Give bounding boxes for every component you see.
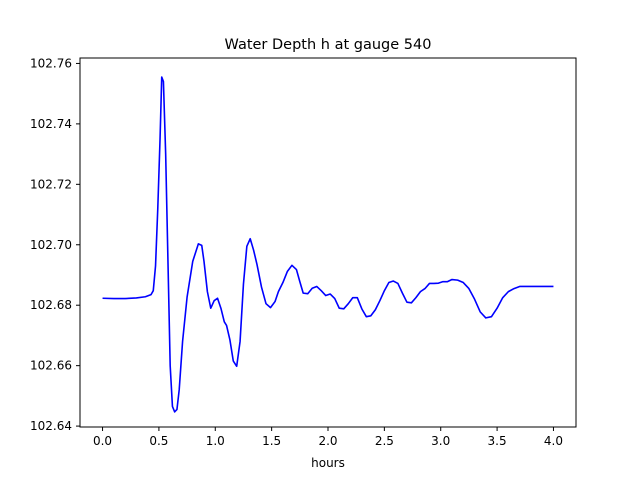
- x-tick-label: 2.0: [318, 434, 337, 448]
- x-tick-label: 1.5: [262, 434, 281, 448]
- y-tick-label: 102.68: [30, 298, 72, 312]
- y-tick-label: 102.66: [30, 359, 72, 373]
- chart-title: Water Depth h at gauge 540: [225, 37, 432, 53]
- series-line: [102, 76, 554, 413]
- y-axis: 102.64 102.66 102.68 102.70 102.72 102.74 102.…: [30, 56, 80, 433]
- x-tick-label: 0.5: [149, 434, 168, 448]
- y-tick-label: 102.64: [30, 419, 72, 433]
- y-tick-label: 102.76: [30, 56, 72, 70]
- y-tick-label: 102.74: [30, 117, 72, 131]
- x-tick-label: 3.0: [431, 434, 450, 448]
- y-tick-label: 102.72: [30, 177, 72, 191]
- x-tick-label: 0.0: [93, 434, 112, 448]
- x-tick-label: 4.0: [544, 434, 563, 448]
- y-tick-label: 102.70: [30, 238, 72, 252]
- x-axis-label: hours: [311, 456, 345, 470]
- x-tick-label: 3.5: [488, 434, 507, 448]
- x-axis: 0.0 0.5 1.0 1.5 2.0 2.5 3.0 3.5 4.0: [93, 427, 563, 448]
- x-tick-label: 1.0: [206, 434, 225, 448]
- x-tick-label: 2.5: [375, 434, 394, 448]
